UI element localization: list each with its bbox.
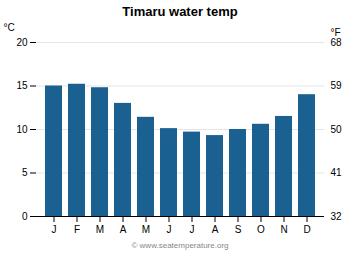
svg-text:A: A xyxy=(120,224,127,235)
svg-text:50: 50 xyxy=(331,124,343,135)
svg-text:J: J xyxy=(190,224,195,235)
svg-text:M: M xyxy=(142,224,150,235)
svg-text:M: M xyxy=(96,224,104,235)
svg-text:J: J xyxy=(52,224,57,235)
html-text:Timaru water temp: Timaru water temp xyxy=(122,4,238,19)
svg-text:20: 20 xyxy=(16,37,28,48)
svg-text:A: A xyxy=(212,224,219,235)
svg-text:41: 41 xyxy=(331,167,343,178)
svg-text:32: 32 xyxy=(331,211,343,222)
svg-text:68: 68 xyxy=(331,37,343,48)
svg-text:S: S xyxy=(235,224,242,235)
svg-text:15: 15 xyxy=(16,80,28,91)
svg-text:5: 5 xyxy=(22,167,28,178)
svg-text:°F: °F xyxy=(331,27,341,38)
svg-text:10: 10 xyxy=(16,124,28,135)
svg-text:N: N xyxy=(280,224,287,235)
svg-text:°C: °C xyxy=(4,22,15,33)
svg-text:O: O xyxy=(257,224,265,235)
svg-text:0: 0 xyxy=(22,211,28,222)
svg-text:F: F xyxy=(74,224,80,235)
svg-text:D: D xyxy=(303,224,310,235)
svg-text:J: J xyxy=(167,224,172,235)
svg-text:59: 59 xyxy=(331,80,343,91)
html-text:© www.seatemperature.org: © www.seatemperature.org xyxy=(131,241,229,250)
